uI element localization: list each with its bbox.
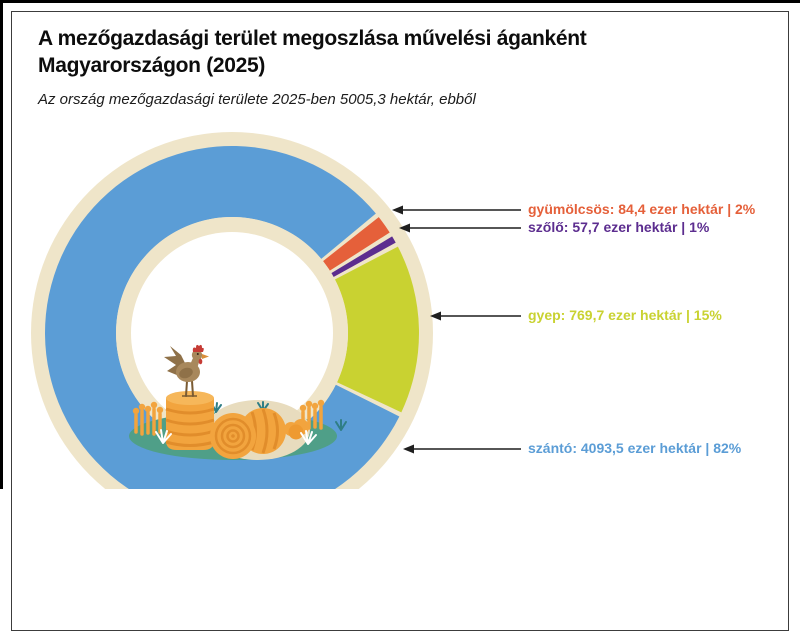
wheat-sheaf-right-icon xyxy=(299,399,325,430)
grass-tuft-left-icon xyxy=(155,429,172,444)
page-subtitle: Az ország mezőgazdasági területe 2025-be… xyxy=(38,91,476,108)
wheat-sheaf-left-icon xyxy=(132,401,164,436)
callout-arrows xyxy=(392,205,521,454)
title-line-2: Magyarországon (2025) xyxy=(38,54,266,77)
page-title: A mezőgazdasági terület megoszlása művel… xyxy=(38,25,678,79)
donut-slices xyxy=(45,146,420,489)
hay-bale-stack-icon xyxy=(165,391,215,450)
hay-roll-front-icon xyxy=(210,413,256,459)
grass-tuft-right-icon xyxy=(300,430,317,445)
arrow-szanto xyxy=(403,444,521,454)
donut-slice-3 xyxy=(45,146,400,489)
arrow-gyep xyxy=(430,311,521,321)
donut-slice-0 xyxy=(323,217,390,271)
arrow-gyumolcsos xyxy=(392,205,521,215)
title-line-1: A mezőgazdasági terület megoszlása művel… xyxy=(38,27,587,50)
donut-chart xyxy=(31,132,521,489)
callout-label-gyep: gyep: 769,7 ezer hektár | 15% xyxy=(528,307,722,323)
callout-label-gyumolcsos: gyümölcsös: 84,4 ezer hektár | 2% xyxy=(528,201,756,217)
rooster-icon xyxy=(164,344,209,397)
farm-illustration xyxy=(129,344,347,460)
callout-label-szolo: szőlő: 57,7 ezer hektár | 1% xyxy=(528,219,710,235)
callout-label-szanto: szántó: 4093,5 ezer hektár | 82% xyxy=(528,440,742,456)
arrow-szolo xyxy=(399,223,521,233)
pumpkins-icon xyxy=(284,419,309,440)
donut-hole xyxy=(131,232,333,434)
donut-slice-1 xyxy=(331,236,396,277)
window-border-top xyxy=(0,0,800,3)
donut-slice-2 xyxy=(334,246,420,413)
window-border-left xyxy=(0,0,3,489)
